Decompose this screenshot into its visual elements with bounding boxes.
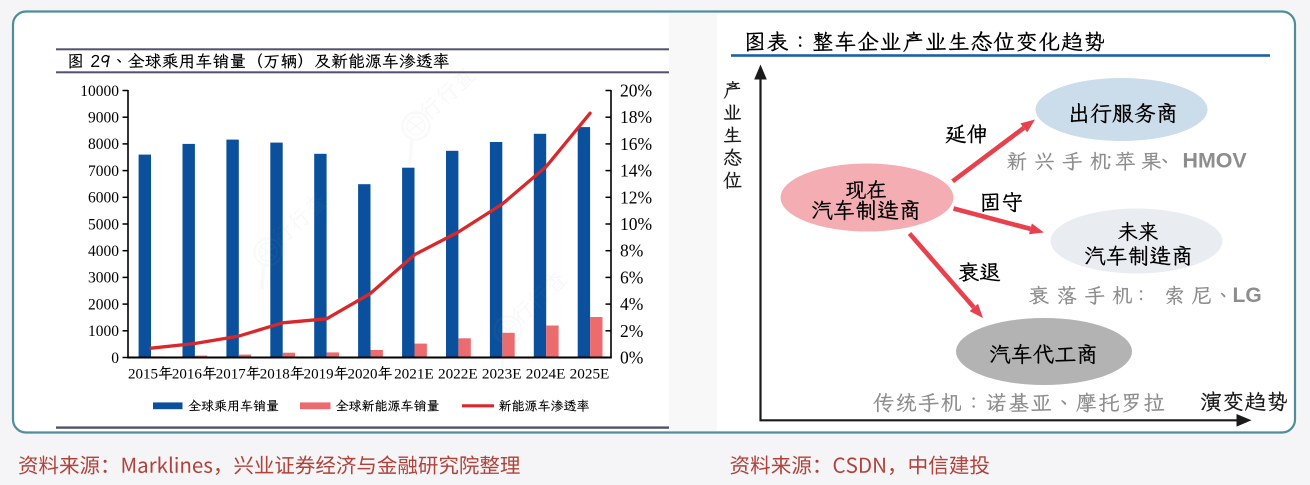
svg-text:10000: 10000 [80,83,119,100]
svg-text:2025E: 2025E [570,366,610,383]
svg-text:9000: 9000 [88,110,119,127]
svg-text:2018: 2018 [260,367,290,383]
svg-text:2016: 2016 [172,367,203,383]
svg-text:16%: 16% [620,134,652,154]
svg-text:18%: 18% [620,107,652,127]
svg-text:14%: 14% [620,161,652,181]
svg-text:7000: 7000 [88,163,119,180]
svg-text:2%: 2% [620,321,643,341]
svg-text:2020: 2020 [348,367,378,383]
svg-text:6000: 6000 [88,190,119,207]
svg-text:3000: 3000 [88,270,119,287]
svg-text:10%: 10% [620,214,652,234]
svg-text:LG: LG [1233,284,1262,307]
svg-text:2000: 2000 [88,296,119,313]
svg-text:2017: 2017 [216,367,247,383]
svg-text:2019: 2019 [304,367,334,383]
svg-text:2022E: 2022E [438,366,478,383]
svg-text:4000: 4000 [88,243,119,260]
svg-text:1000: 1000 [88,323,119,340]
svg-text:2024E: 2024E [526,366,566,383]
svg-text:2023E: 2023E [482,366,522,383]
svg-text:0%: 0% [620,348,643,368]
svg-text:5000: 5000 [88,216,119,233]
svg-text:12%: 12% [620,187,652,207]
svg-text:8000: 8000 [88,136,119,153]
svg-text:2015: 2015 [128,367,158,383]
svg-text:HMOV: HMOV [1183,148,1248,172]
svg-text:8%: 8% [620,241,643,261]
svg-text:2021E: 2021E [394,366,434,383]
svg-text:0: 0 [111,350,119,367]
svg-text:20%: 20% [620,81,652,101]
svg-text:6%: 6% [620,267,643,287]
svg-text:4%: 4% [620,294,643,314]
